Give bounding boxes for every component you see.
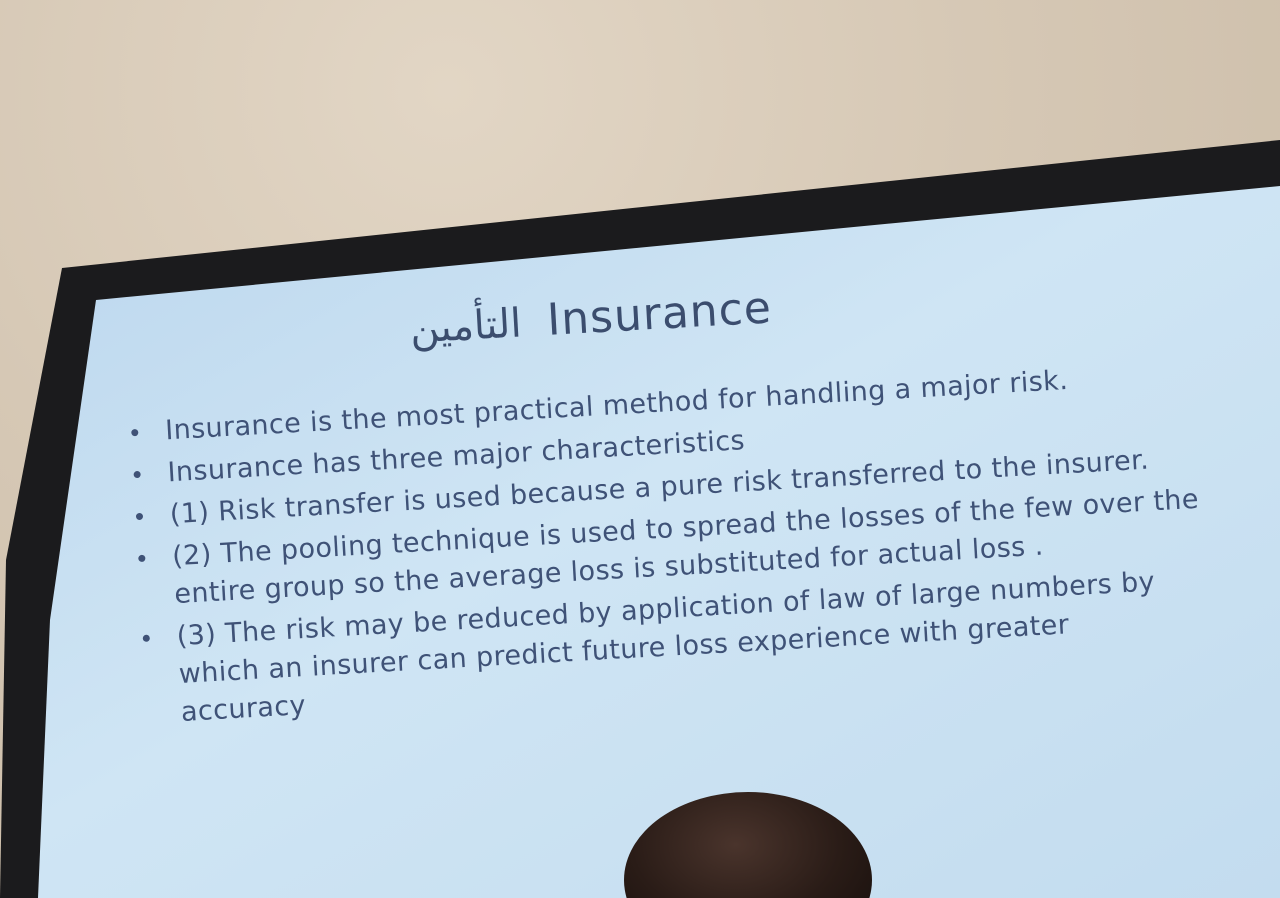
bullet-list: Insurance is the most practical method f…	[124, 354, 1220, 738]
slide-title-english: Insurance	[545, 282, 774, 346]
slide: التأمين Insurance Insurance is the most …	[60, 182, 1280, 889]
slide-title-arabic: التأمين	[408, 300, 523, 353]
slide-title: التأمين Insurance	[408, 271, 970, 353]
